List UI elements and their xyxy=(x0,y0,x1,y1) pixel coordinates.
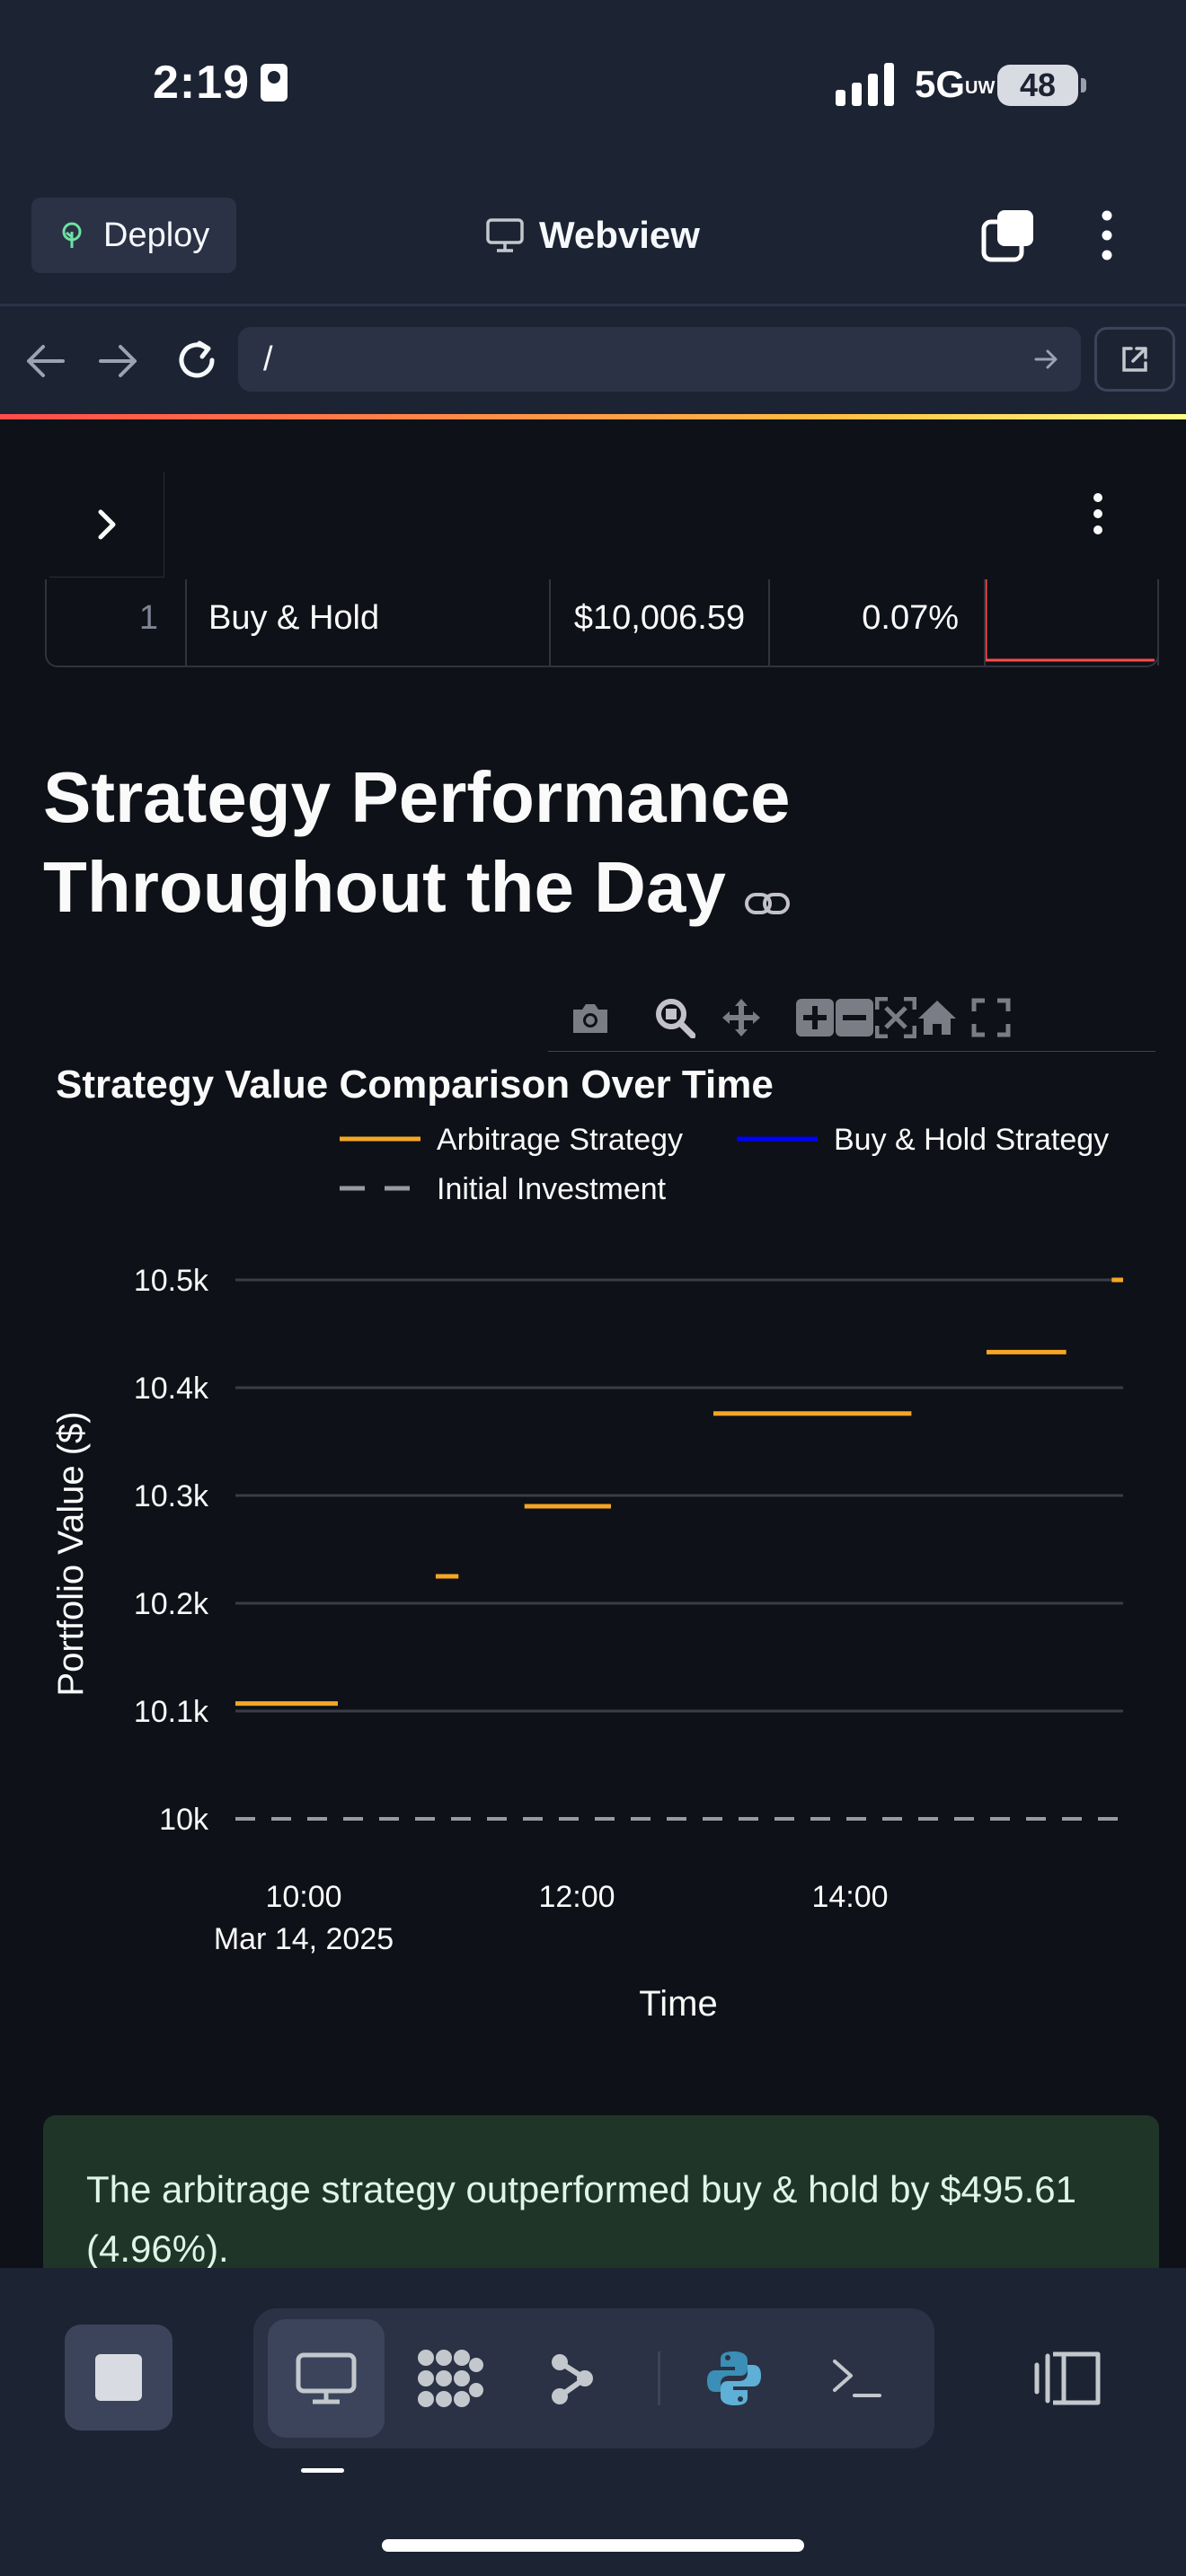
y-tick-label: 10.5k xyxy=(134,1264,209,1298)
table-row-index: 1 xyxy=(47,579,187,666)
apps-tool-button[interactable] xyxy=(393,2319,509,2438)
sparkline-chart xyxy=(986,579,1155,662)
webview-title: Webview xyxy=(485,207,700,264)
table-cell-return: 0.07% xyxy=(770,579,986,666)
stop-button[interactable] xyxy=(65,2325,173,2430)
status-time: 2:19 xyxy=(153,56,288,110)
zoom-in-icon[interactable] xyxy=(794,997,836,1038)
y-axis-ticks: 10k 10.1k 10.2k 10.3k 10.4k 10.5k xyxy=(134,1264,209,1837)
network-label: 5GUW xyxy=(915,63,996,105)
tabs-icon[interactable] xyxy=(981,208,1035,262)
toolbar-separator xyxy=(658,2351,660,2405)
shell-tool-button[interactable] xyxy=(798,2319,915,2438)
active-tool-indicator xyxy=(301,2468,344,2473)
table-cell-sparkline xyxy=(986,579,1159,666)
zoom-out-icon[interactable] xyxy=(834,997,875,1038)
y-axis-label: Portfolio Value ($) xyxy=(51,1411,91,1696)
x-axis-label: Time xyxy=(639,1984,717,2024)
cellular-signal-icon xyxy=(836,63,894,106)
success-alert-text: The arbitrage strategy outperformed buy … xyxy=(86,2168,1077,2270)
chart-gridlines xyxy=(235,1278,1123,1713)
python-icon xyxy=(707,2351,761,2405)
agent-shapes-icon xyxy=(418,2350,483,2407)
y-tick-label: 10.2k xyxy=(134,1587,209,1621)
chevron-right-icon xyxy=(98,509,115,539)
monitor-icon xyxy=(296,2352,357,2404)
anchor-link-icon[interactable] xyxy=(744,848,791,938)
header-divider xyxy=(0,304,1186,306)
results-table: 1 Buy & Hold $10,006.59 0.07% xyxy=(45,579,1159,667)
legend-entry: Initial Investment xyxy=(437,1172,667,1206)
chart-series xyxy=(235,1277,1123,1821)
forward-arrow-icon[interactable] xyxy=(95,340,142,383)
app-menu-icon[interactable] xyxy=(1087,492,1109,535)
battery-indicator: 48 xyxy=(997,65,1086,106)
split-view-icon[interactable] xyxy=(1033,2349,1105,2408)
deploy-tree-icon xyxy=(62,222,82,248)
open-in-new-tab-button[interactable] xyxy=(1094,327,1175,392)
x-tick-sublabel: Mar 14, 2025 xyxy=(214,1922,394,1956)
deploy-button[interactable]: Deploy xyxy=(31,198,236,273)
x-tick-label: 10:00 xyxy=(265,1880,341,1914)
reload-icon[interactable] xyxy=(173,336,221,384)
chart-title: Strategy Value Comparison Over Time xyxy=(56,1063,774,1107)
header-title: Webview xyxy=(539,214,700,256)
terminal-icon xyxy=(833,2360,881,2397)
y-tick-label: 10.4k xyxy=(134,1372,209,1406)
url-input[interactable] xyxy=(261,339,984,380)
webview-tool-button[interactable] xyxy=(268,2319,385,2438)
table-cell-strategy: Buy & Hold xyxy=(187,579,551,666)
python-tool-button[interactable] xyxy=(676,2319,792,2438)
y-tick-label: 10.3k xyxy=(134,1479,209,1513)
more-options-icon[interactable] xyxy=(1098,208,1116,262)
sidebar-expand-button[interactable] xyxy=(49,472,164,578)
chart-modebar xyxy=(548,979,1155,1052)
pan-icon[interactable] xyxy=(721,997,762,1038)
table-cell-final-value: $10,006.59 xyxy=(551,579,770,666)
camera-icon[interactable] xyxy=(570,997,611,1038)
focus-badge-icon xyxy=(261,64,288,101)
section-title: Strategy Performance Throughout the Day xyxy=(43,753,1166,938)
git-tool-button[interactable] xyxy=(514,2319,631,2438)
home-indicator xyxy=(382,2539,804,2552)
deploy-label: Deploy xyxy=(103,216,210,254)
autoscale-icon[interactable] xyxy=(875,997,916,1038)
fullscreen-icon[interactable] xyxy=(970,997,1012,1038)
strategy-value-chart[interactable]: Strategy Value Comparison Over Time Arbi… xyxy=(45,1051,1159,2030)
streamlit-header-decoration xyxy=(0,414,1186,419)
x-axis-ticks: 10:00 Mar 14, 2025 12:00 14:00 xyxy=(214,1880,889,1956)
x-tick-label: 12:00 xyxy=(538,1880,615,1914)
success-alert: The arbitrage strategy outperformed buy … xyxy=(43,2115,1159,2295)
legend-entry: Buy & Hold Strategy xyxy=(834,1123,1109,1157)
section-title-text: Strategy Performance Throughout the Day xyxy=(43,757,791,927)
git-branch-icon xyxy=(552,2354,593,2404)
back-arrow-icon[interactable] xyxy=(22,340,68,383)
reset-axes-home-icon[interactable] xyxy=(916,997,958,1038)
zoom-icon[interactable] xyxy=(654,997,695,1038)
monitor-icon xyxy=(486,218,524,252)
x-tick-label: 14:00 xyxy=(811,1880,888,1914)
legend-entry: Arbitrage Strategy xyxy=(437,1123,683,1157)
go-arrow-icon[interactable] xyxy=(1032,347,1061,372)
tool-switcher xyxy=(253,2308,934,2448)
y-tick-label: 10.1k xyxy=(134,1695,209,1729)
external-link-icon xyxy=(1122,347,1147,372)
chart-legend[interactable]: Arbitrage Strategy Buy & Hold Strategy Ini… xyxy=(340,1123,1109,1206)
y-tick-label: 10k xyxy=(159,1803,209,1837)
url-bar[interactable] xyxy=(238,327,1081,392)
